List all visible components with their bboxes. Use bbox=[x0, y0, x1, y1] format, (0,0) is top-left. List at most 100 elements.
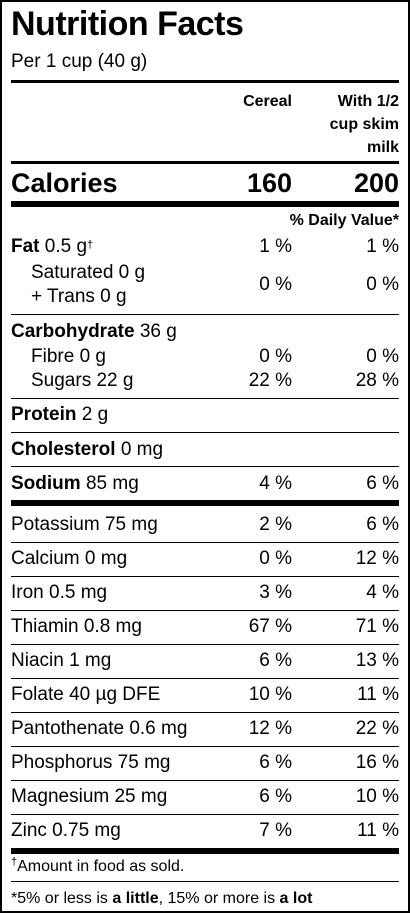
sodium-label: Sodium 85 mg bbox=[11, 472, 139, 496]
footnote-lot: a lot bbox=[279, 890, 313, 907]
divider-thin bbox=[11, 398, 399, 399]
micronutrient-milk-dv: 71 % bbox=[355, 616, 399, 637]
protein-amount: 2 g bbox=[81, 404, 109, 425]
divider-thin bbox=[11, 542, 399, 543]
fat-label: Fat 0.5 g† bbox=[11, 234, 93, 260]
column-header-with-milk: With 1/2 cup skim milk bbox=[330, 90, 399, 159]
column-header-with-milk-line2: cup skim bbox=[329, 116, 399, 133]
saturated-line2: + Trans 0 g bbox=[31, 286, 127, 307]
calories-label: Calories bbox=[11, 168, 118, 198]
sodium-cereal-dv: 4 % bbox=[259, 473, 292, 494]
saturated-cereal-dv: 0 % bbox=[259, 274, 292, 295]
micronutrient-label: Thiamin 0.8 mg bbox=[11, 616, 142, 637]
micronutrient-label: Calcium 0 mg bbox=[11, 548, 128, 569]
divider-thin bbox=[11, 576, 399, 577]
divider-thin bbox=[11, 712, 399, 713]
calories-cereal: 160 bbox=[246, 168, 292, 198]
divider-thin bbox=[11, 746, 399, 747]
micronutrient-cereal-dv: 6 % bbox=[259, 786, 292, 807]
footnote-amount-text: Amount in food as sold. bbox=[17, 858, 185, 875]
micronutrient-label: Folate 40 µg DFE bbox=[11, 684, 161, 705]
micronutrient-milk-dv: 11 % bbox=[357, 684, 399, 705]
divider-thin bbox=[11, 780, 399, 781]
micronutrient-cereal-dv: 10 % bbox=[248, 684, 292, 705]
micronutrient-cereal-dv: 67 % bbox=[248, 616, 292, 637]
micronutrient-label: Niacin 1 mg bbox=[11, 650, 112, 671]
fat-milk-dv: 1 % bbox=[366, 236, 399, 257]
footnote-dagger: † bbox=[11, 856, 18, 868]
panel-title: Nutrition Facts bbox=[11, 5, 244, 43]
micronutrient-milk-dv: 22 % bbox=[355, 718, 399, 739]
fat-dagger: † bbox=[87, 239, 94, 251]
column-header-with-milk-line1: With 1/2 bbox=[337, 93, 399, 110]
divider-thin bbox=[11, 881, 399, 882]
protein-name: Protein bbox=[11, 404, 77, 425]
micronutrient-milk-dv: 10 % bbox=[355, 786, 399, 807]
calories-row: Calories 160 200 bbox=[11, 167, 399, 199]
serving-size: Per 1 cup (40 g) bbox=[11, 51, 148, 72]
footnote-star: * bbox=[11, 890, 18, 907]
micronutrient-cereal-dv: 6 % bbox=[259, 650, 292, 671]
saturated-line1: Saturated 0 g bbox=[31, 262, 146, 283]
sugars-label: Sugars 22 g bbox=[31, 370, 134, 391]
micronutrient-milk-dv: 4 % bbox=[366, 582, 399, 603]
divider-heavy bbox=[11, 500, 399, 506]
daily-value-header: % Daily Value* bbox=[289, 212, 399, 229]
micronutrient-cereal-dv: 3 % bbox=[259, 582, 292, 603]
micronutrient-milk-dv: 13 % bbox=[355, 650, 399, 671]
micronutrient-milk-dv: 6 % bbox=[366, 514, 399, 535]
sodium-amount: 85 mg bbox=[85, 473, 139, 494]
footnote-daily-value: *5% or less is a little, 15% or more is … bbox=[11, 890, 312, 908]
divider-heavy bbox=[11, 848, 399, 854]
fibre-cereal-dv: 0 % bbox=[259, 346, 292, 367]
micronutrient-label: Potassium 75 mg bbox=[11, 514, 158, 535]
carbohydrate-label: Carbohydrate 36 g bbox=[11, 320, 177, 344]
protein-label: Protein 2 g bbox=[11, 403, 108, 427]
sodium-name: Sodium bbox=[11, 473, 81, 494]
micronutrient-label: Zinc 0.75 mg bbox=[11, 820, 121, 841]
micronutrient-milk-dv: 11 % bbox=[357, 820, 399, 841]
micronutrient-label: Pantothenate 0.6 mg bbox=[11, 718, 188, 739]
footnote-mid: , 15% or more is bbox=[158, 890, 280, 907]
fibre-milk-dv: 0 % bbox=[366, 346, 399, 367]
fat-cereal-dv: 1 % bbox=[259, 236, 292, 257]
cholesterol-amount: 0 mg bbox=[120, 439, 164, 460]
micronutrient-cereal-dv: 7 % bbox=[259, 820, 292, 841]
saturated-milk-dv: 0 % bbox=[366, 274, 399, 295]
divider-thin bbox=[11, 432, 399, 433]
micronutrient-cereal-dv: 0 % bbox=[259, 548, 292, 569]
fat-amount: 0.5 g bbox=[44, 236, 88, 257]
micronutrient-cereal-dv: 12 % bbox=[248, 718, 292, 739]
nutrient-row-saturated: Saturated 0 g + Trans 0 g 0 % 0 % bbox=[11, 261, 399, 309]
micronutrient-milk-dv: 12 % bbox=[355, 548, 399, 569]
divider-thin bbox=[11, 814, 399, 815]
carbohydrate-amount: 36 g bbox=[139, 321, 177, 342]
micronutrient-cereal-dv: 2 % bbox=[259, 514, 292, 535]
divider-thin bbox=[11, 678, 399, 679]
column-header-cereal: Cereal bbox=[243, 93, 292, 110]
micronutrient-milk-dv: 16 % bbox=[355, 752, 399, 773]
divider-thin bbox=[11, 466, 399, 467]
fibre-label: Fibre 0 g bbox=[31, 346, 106, 367]
divider-thin bbox=[11, 314, 399, 315]
divider-heavy bbox=[11, 201, 399, 207]
calories-with-milk: 200 bbox=[353, 168, 399, 198]
carbohydrate-name: Carbohydrate bbox=[11, 321, 135, 342]
fat-name: Fat bbox=[11, 236, 40, 257]
column-header-with-milk-line3: milk bbox=[366, 139, 399, 156]
sugars-cereal-dv: 22 % bbox=[248, 370, 292, 391]
micronutrient-cereal-dv: 6 % bbox=[259, 752, 292, 773]
sodium-milk-dv: 6 % bbox=[366, 473, 399, 494]
divider-thin bbox=[11, 644, 399, 645]
cholesterol-name: Cholesterol bbox=[11, 439, 116, 460]
divider-thick bbox=[11, 80, 399, 83]
sugars-milk-dv: 28 % bbox=[355, 370, 399, 391]
panel-inner: Nutrition Facts Per 1 cup (40 g) Cereal … bbox=[11, 2, 399, 911]
micronutrient-label: Iron 0.5 mg bbox=[11, 582, 108, 603]
divider-thick bbox=[11, 161, 399, 164]
footnote-little: a little bbox=[112, 890, 159, 907]
micronutrient-label: Magnesium 25 mg bbox=[11, 786, 168, 807]
footnote-pre: 5% or less is bbox=[17, 890, 113, 907]
footnote-amount-as-sold: †Amount in food as sold. bbox=[11, 856, 185, 876]
